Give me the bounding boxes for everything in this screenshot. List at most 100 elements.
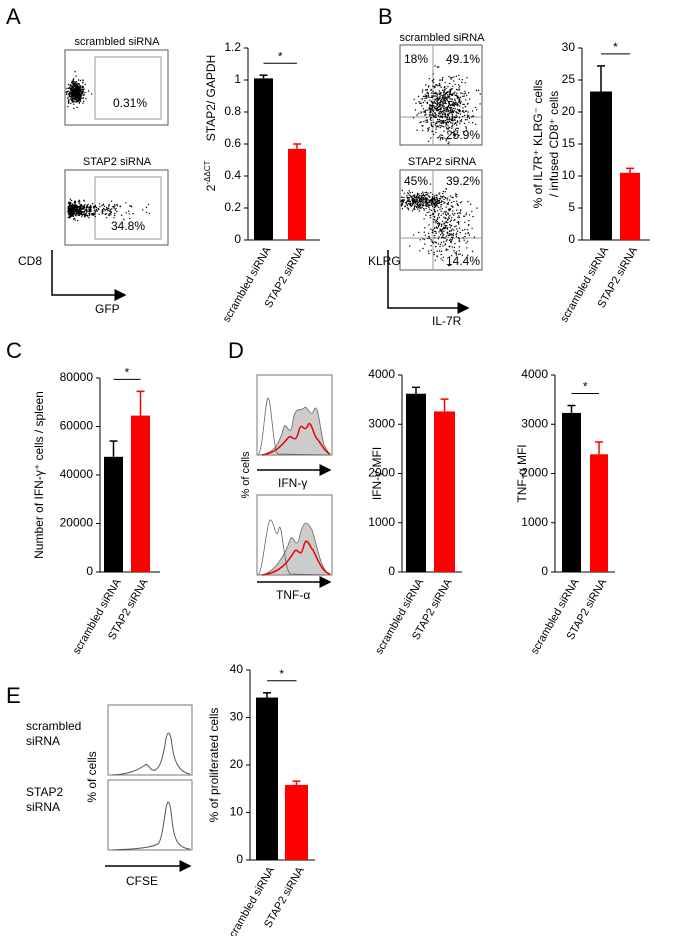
event-dot — [456, 196, 458, 198]
event-dot — [435, 84, 438, 86]
event-dot — [438, 90, 440, 92]
event-dot — [455, 133, 457, 135]
event-dot — [453, 200, 455, 203]
event-dot — [433, 251, 435, 254]
event-dot — [81, 90, 84, 92]
event-dot — [440, 204, 442, 206]
event-dot — [75, 206, 78, 208]
event-dot — [80, 210, 82, 213]
event-dot — [438, 212, 440, 215]
event-dot — [411, 204, 413, 206]
event-dot — [77, 86, 79, 89]
event-dot — [461, 115, 464, 118]
event-dot — [461, 81, 463, 84]
event-dot — [428, 114, 431, 116]
event-dot — [429, 214, 431, 217]
event-dot — [441, 229, 443, 231]
event-dot — [436, 197, 438, 199]
event-dot — [412, 117, 415, 119]
y-tick-label: 80000 — [60, 370, 94, 384]
event-dot — [79, 203, 81, 206]
event-dot — [453, 219, 455, 221]
event-dot — [431, 240, 433, 242]
event-dot — [93, 210, 96, 212]
y-tick-label: 4000 — [521, 367, 548, 381]
event-dot — [450, 219, 452, 221]
event-dot — [424, 97, 426, 100]
event-dot — [148, 212, 150, 215]
event-dot — [460, 120, 463, 123]
event-dot — [427, 202, 429, 204]
event-dot — [447, 142, 449, 145]
event-dot — [472, 215, 474, 218]
event-dot — [85, 98, 87, 100]
event-dot — [76, 96, 78, 98]
event-dot — [409, 202, 412, 205]
event-dot — [426, 121, 429, 123]
y-tick-label: 0 — [568, 232, 575, 246]
event-dot — [92, 203, 94, 205]
significance-label: * — [613, 40, 618, 54]
event-dot — [455, 235, 458, 238]
plot-frame — [399, 169, 483, 271]
event-dot — [444, 88, 446, 91]
event-dot — [439, 192, 441, 194]
event-dot — [456, 124, 458, 126]
event-dot — [116, 210, 118, 213]
event-dot — [414, 208, 416, 211]
quadrant-label: 14.4% — [446, 254, 480, 268]
event-dot — [125, 212, 127, 214]
event-dot — [68, 201, 71, 203]
event-dot — [440, 122, 442, 124]
event-dot — [451, 120, 454, 122]
event-dot — [456, 108, 459, 111]
error-bar — [259, 74, 268, 79]
event-dot — [452, 104, 455, 106]
event-dot — [463, 110, 465, 112]
event-dot — [464, 233, 467, 235]
histogram — [257, 397, 331, 456]
event-dot — [431, 109, 434, 111]
y-tick-label: 0.6 — [224, 136, 241, 150]
event-dot — [445, 249, 447, 252]
event-dot — [439, 139, 441, 141]
event-dot — [70, 82, 73, 84]
event-dot — [434, 234, 436, 237]
event-dot — [83, 200, 85, 202]
event-dot — [421, 105, 423, 107]
event-dot — [75, 88, 78, 90]
plot-frame — [107, 704, 193, 776]
event-dot — [448, 216, 450, 218]
event-dot — [470, 116, 473, 118]
event-dot — [83, 100, 85, 102]
event-dot — [110, 211, 112, 213]
event-dot — [471, 250, 474, 253]
event-dot — [433, 208, 435, 211]
event-dot — [433, 253, 435, 256]
event-dot — [421, 98, 423, 100]
event-dot — [80, 87, 82, 89]
event-dot — [451, 113, 453, 116]
event-dot — [413, 98, 415, 101]
event-dot — [466, 116, 469, 119]
event-dot — [67, 216, 69, 219]
event-dot — [147, 203, 150, 206]
event-dot — [450, 98, 452, 100]
event-dot — [451, 125, 453, 128]
event-dot — [432, 229, 434, 231]
event-dot — [442, 122, 444, 125]
event-dot — [68, 93, 71, 96]
event-dot — [452, 236, 454, 239]
event-dot — [434, 86, 436, 88]
y-tick-label: 10 — [562, 168, 576, 182]
event-dot — [468, 234, 471, 236]
event-dot — [72, 100, 75, 103]
event-dot — [439, 245, 441, 248]
event-dot — [463, 93, 465, 95]
event-dot — [432, 221, 435, 223]
event-dot — [116, 205, 119, 207]
event-dot — [430, 192, 432, 194]
event-dot — [461, 201, 463, 203]
event-dot — [74, 97, 76, 100]
event-dot — [468, 115, 470, 117]
